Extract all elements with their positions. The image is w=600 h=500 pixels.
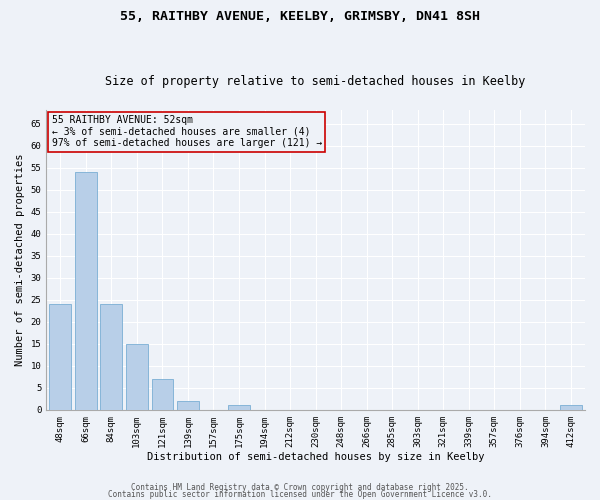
Y-axis label: Number of semi-detached properties: Number of semi-detached properties — [15, 154, 25, 366]
X-axis label: Distribution of semi-detached houses by size in Keelby: Distribution of semi-detached houses by … — [147, 452, 484, 462]
Bar — [49, 304, 71, 410]
Bar — [126, 344, 148, 410]
Bar — [228, 406, 250, 410]
Title: Size of property relative to semi-detached houses in Keelby: Size of property relative to semi-detach… — [106, 76, 526, 88]
Bar — [177, 401, 199, 410]
Text: 55, RAITHBY AVENUE, KEELBY, GRIMSBY, DN41 8SH: 55, RAITHBY AVENUE, KEELBY, GRIMSBY, DN4… — [120, 10, 480, 23]
Bar — [152, 379, 173, 410]
Bar — [560, 406, 582, 410]
Bar — [75, 172, 97, 410]
Text: Contains public sector information licensed under the Open Government Licence v3: Contains public sector information licen… — [108, 490, 492, 499]
Text: Contains HM Land Registry data © Crown copyright and database right 2025.: Contains HM Land Registry data © Crown c… — [131, 484, 469, 492]
Bar — [100, 304, 122, 410]
Text: 55 RAITHBY AVENUE: 52sqm
← 3% of semi-detached houses are smaller (4)
97% of sem: 55 RAITHBY AVENUE: 52sqm ← 3% of semi-de… — [52, 115, 322, 148]
